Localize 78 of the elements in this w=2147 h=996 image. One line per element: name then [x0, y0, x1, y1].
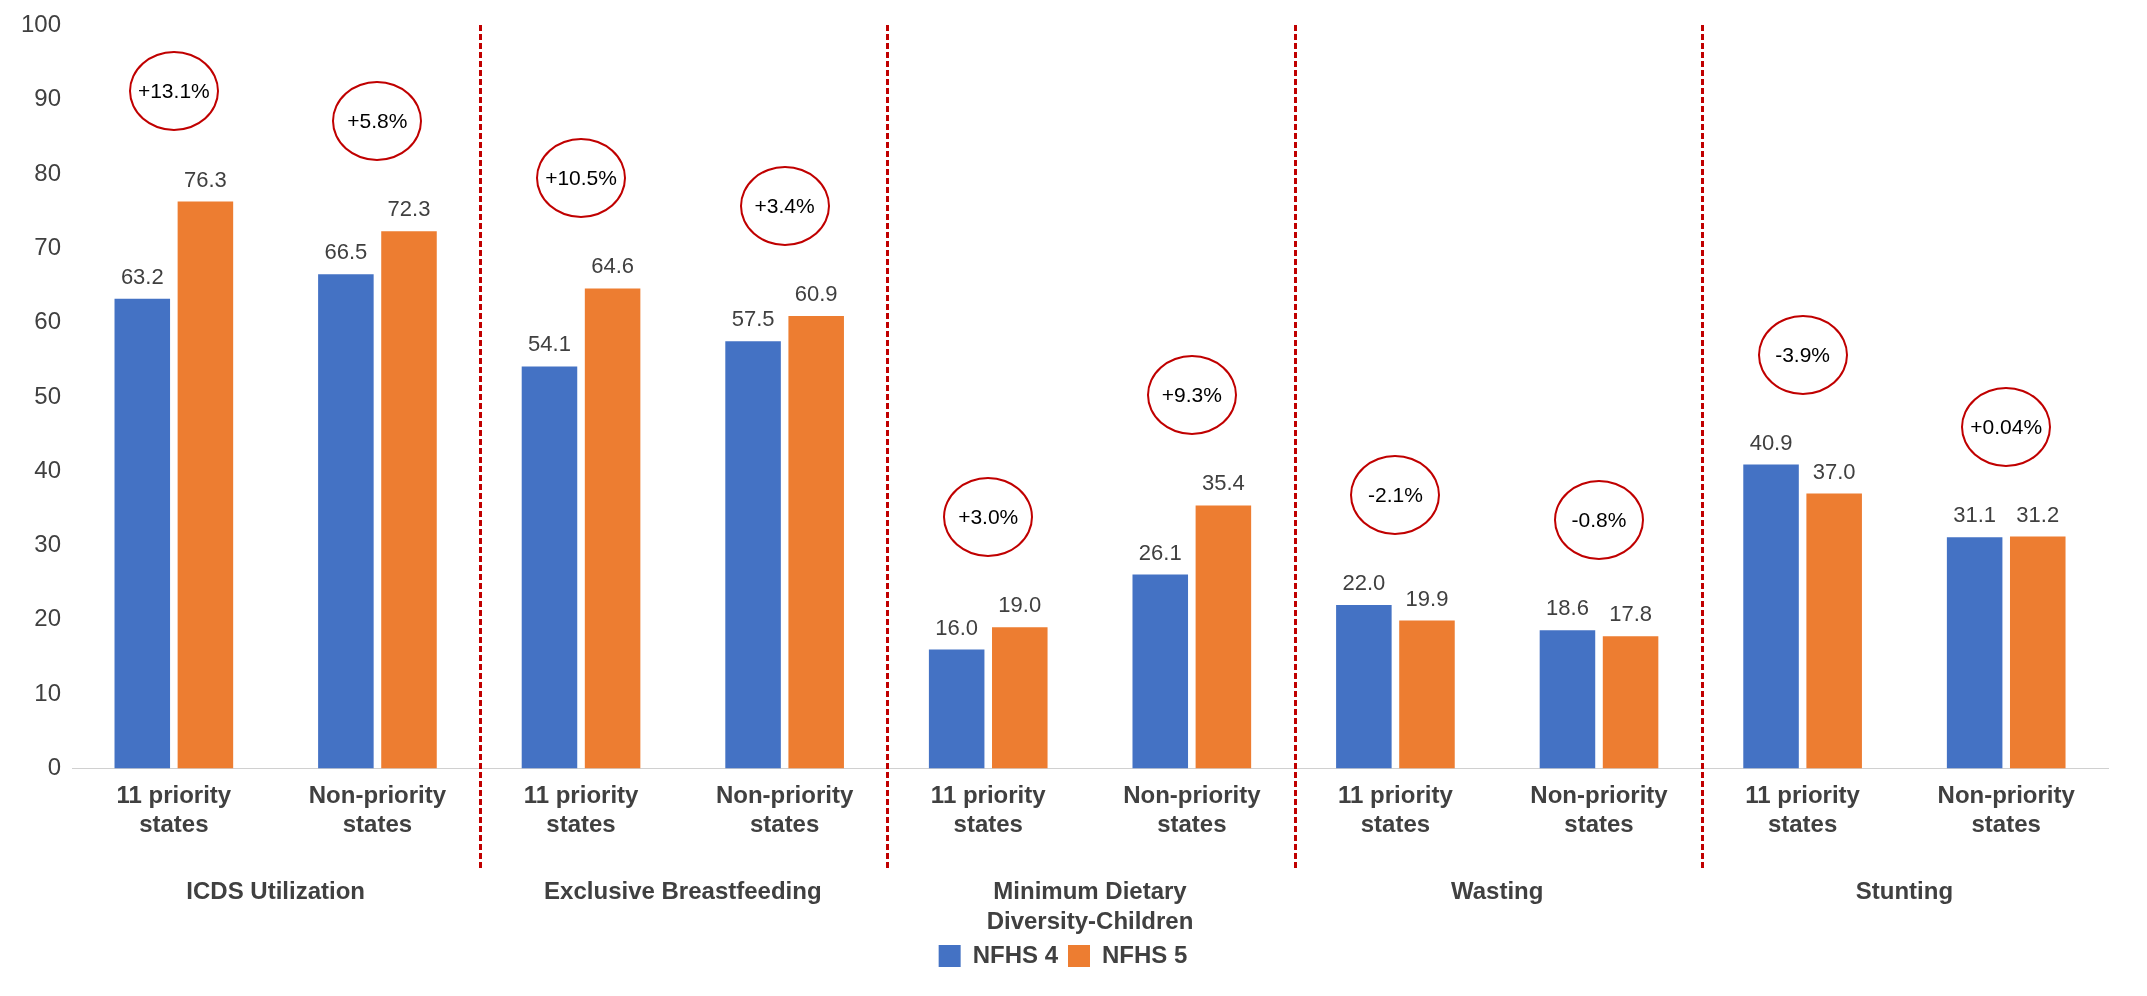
bar — [725, 341, 781, 769]
data-label: 16.0 — [935, 614, 979, 640]
x-tick-label: Non-priority states — [1937, 781, 2076, 838]
x-tick-label: 11 priority states — [116, 781, 232, 838]
y-tick-label: 50 — [34, 381, 62, 409]
y-tick-label: 100 — [21, 10, 62, 38]
annotation: +9.3% — [1161, 383, 1222, 408]
data-label: 54.1 — [528, 331, 571, 357]
data-label: 19.9 — [1405, 585, 1449, 611]
data-label: 31.2 — [2016, 501, 2060, 527]
annotation: -0.8% — [1571, 508, 1627, 533]
legend-label: NFHS 4 — [972, 940, 1059, 968]
data-label: 63.2 — [120, 263, 164, 289]
data-label: 22.0 — [1342, 570, 1386, 595]
data-label: 26.1 — [1138, 539, 1182, 565]
bar — [381, 231, 437, 769]
x-tick-label: Non-priority states — [308, 781, 447, 838]
x-tick-label: 11 priority states — [523, 781, 640, 838]
data-label: 35.4 — [1201, 470, 1245, 496]
bar — [1539, 630, 1596, 769]
data-label: 57.5 — [731, 306, 775, 332]
annotation: +3.4% — [754, 193, 815, 218]
data-label: 19.0 — [998, 592, 1042, 618]
x-tick-label: Non-priority states — [1530, 781, 1669, 838]
bar — [584, 288, 641, 769]
bar — [2009, 536, 2066, 769]
annotation: +3.0% — [958, 505, 1019, 530]
data-label: 66.5 — [324, 239, 368, 265]
data-label: 40.9 — [1749, 429, 1793, 455]
annotation: +10.5% — [545, 166, 617, 191]
data-label: 31.1 — [1953, 502, 1997, 528]
y-tick-label: 60 — [34, 307, 62, 335]
x-tick-label: Non-priority states — [715, 781, 854, 838]
data-label: 72.3 — [387, 196, 431, 222]
y-tick-label: 0 — [47, 753, 62, 781]
y-tick-label: 80 — [34, 158, 62, 186]
bar — [521, 366, 578, 769]
bar — [114, 298, 171, 769]
annotation: -3.9% — [1775, 342, 1831, 367]
annotation: -2.1% — [1367, 482, 1423, 507]
data-label: 37.0 — [1812, 458, 1856, 484]
bar — [1806, 493, 1862, 769]
data-label: 18.6 — [1546, 595, 1589, 621]
bar — [1336, 604, 1392, 769]
bar — [788, 315, 844, 769]
bar — [1743, 464, 1799, 769]
text: Exclusive Breastfeeding — [544, 877, 822, 905]
text: ICDS Utilization — [186, 877, 365, 905]
y-tick-label: 30 — [34, 530, 62, 558]
y-tick-label: 40 — [34, 455, 62, 483]
data-label: 64.6 — [591, 253, 634, 279]
bar — [318, 274, 374, 769]
data-label: 76.3 — [183, 166, 227, 192]
data-label: 60.9 — [794, 280, 838, 306]
legend-label: NFHS 5 — [1102, 940, 1188, 968]
x-tick-label: 11 priority states — [1745, 781, 1861, 838]
annotation: +0.04% — [1970, 414, 2043, 439]
annotation: +13.1% — [137, 79, 210, 104]
y-tick-label: 90 — [34, 84, 62, 112]
bar — [1195, 505, 1252, 769]
bar — [992, 627, 1048, 769]
data-label: 17.8 — [1609, 601, 1652, 627]
annotation: +5.8% — [347, 109, 408, 134]
bar — [928, 649, 985, 769]
y-tick-label: 10 — [34, 678, 62, 706]
x-tick-label: Non-priority states — [1123, 781, 1262, 838]
bar — [1399, 620, 1455, 769]
bar — [177, 201, 234, 769]
text: Stunting — [1855, 877, 1954, 905]
bar — [1132, 574, 1189, 769]
bar — [1946, 537, 2003, 769]
text: Wasting — [1450, 877, 1544, 905]
x-tick-label: 11 priority states — [930, 781, 1047, 838]
text: Minimum Dietary Diversity-Children — [986, 877, 1194, 935]
y-tick-label: 20 — [34, 604, 62, 632]
x-tick-label: 11 priority states — [1338, 781, 1454, 838]
bar — [1602, 636, 1659, 769]
y-tick-label: 70 — [34, 232, 62, 260]
